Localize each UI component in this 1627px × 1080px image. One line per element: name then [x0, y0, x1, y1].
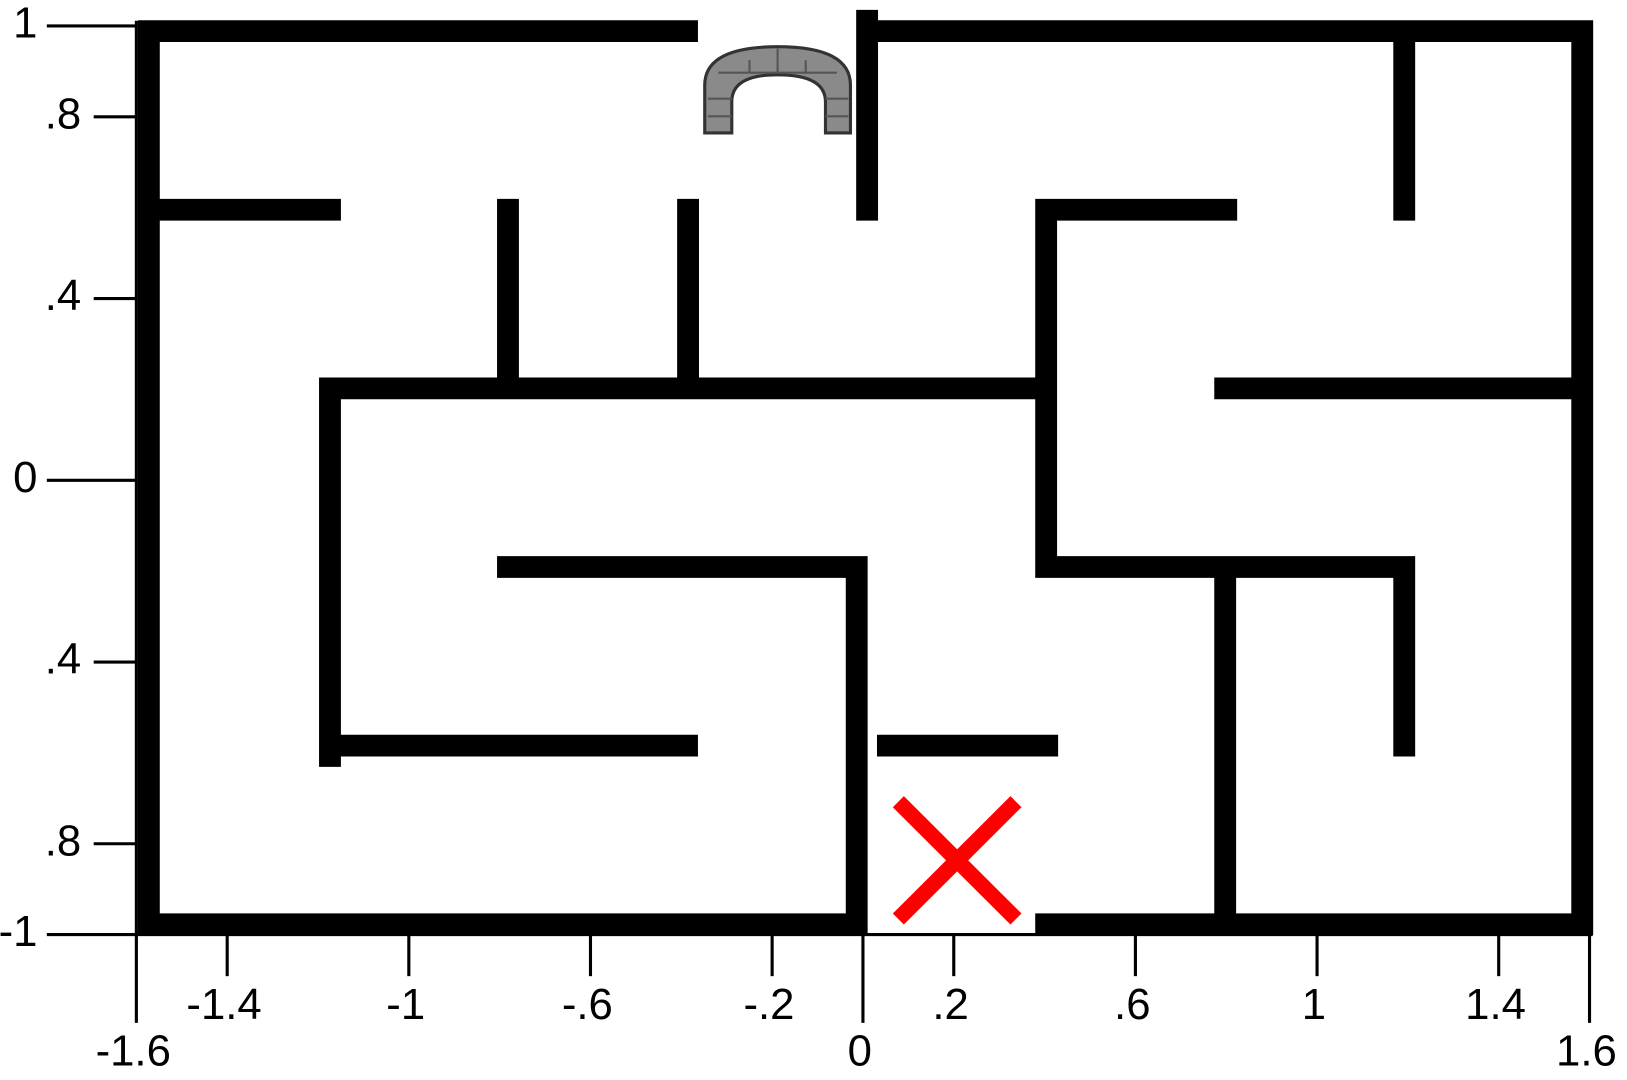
- y-tick-label: 0: [13, 453, 37, 502]
- x-tick-label: .2: [932, 980, 968, 1029]
- y-tick-label: .8: [45, 816, 81, 865]
- bridge-icon: [703, 45, 853, 135]
- maze-walls: [137, 9, 1594, 936]
- x-tick-label: 0: [848, 1027, 872, 1076]
- x-tick-label: .6: [1114, 980, 1150, 1029]
- x-tick-label: 1.4: [1465, 980, 1526, 1029]
- x-tick-label: 1: [1302, 980, 1326, 1029]
- x-tick-label: -.6: [562, 980, 613, 1029]
- x-tick-label: -1.4: [186, 980, 261, 1029]
- x-tick-label: -.2: [743, 980, 794, 1029]
- y-tick-label: .4: [45, 635, 81, 684]
- y-tick-label: .4: [45, 271, 81, 320]
- x-tick-label: -1.6: [96, 1027, 171, 1076]
- y-tick-label: 1: [13, 0, 37, 47]
- x-tick-label: -1: [386, 980, 425, 1029]
- y-tick-label: .8: [45, 89, 81, 138]
- y-tick-label: -1: [0, 907, 37, 956]
- x-tick-label: 1.6: [1556, 1027, 1617, 1076]
- target-mark: [892, 796, 1022, 925]
